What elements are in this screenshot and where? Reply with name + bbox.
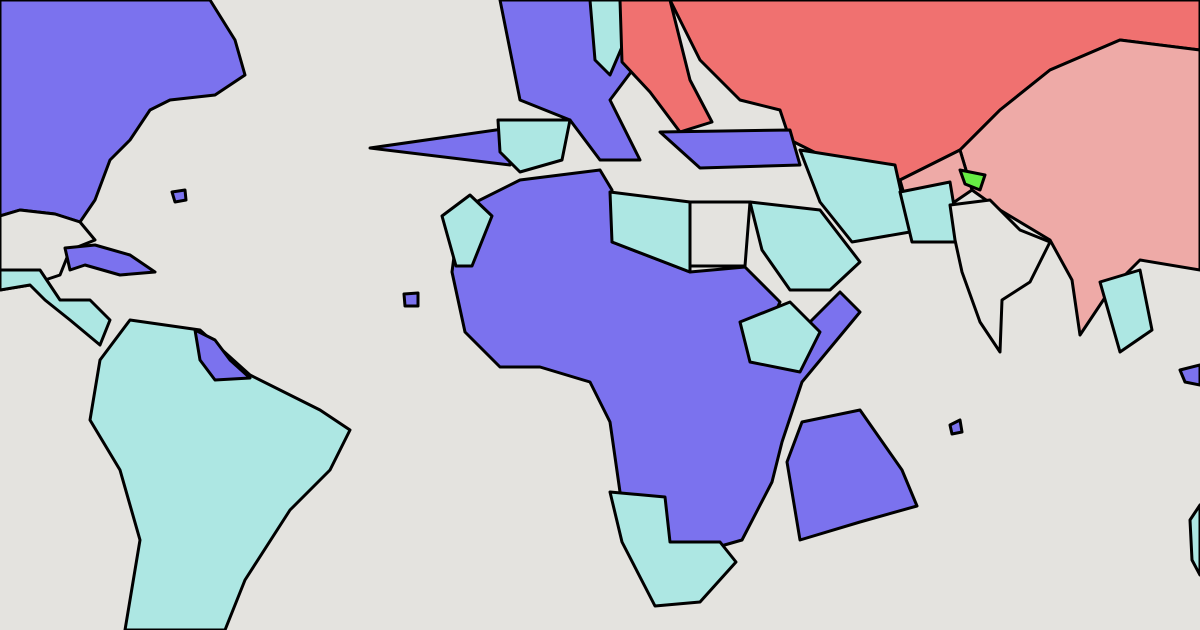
iberia — [496, 118, 572, 174]
turkey — [658, 128, 802, 170]
scandinavia — [588, 0, 627, 77]
south-america — [88, 318, 352, 630]
venezuela-guyana — [193, 328, 252, 382]
island — [170, 188, 188, 204]
nepal — [958, 168, 987, 192]
madagascar — [785, 408, 919, 542]
island — [402, 291, 420, 308]
china — [958, 38, 1200, 337]
western-sahara — [440, 193, 494, 268]
india — [948, 198, 1052, 354]
libya — [608, 190, 692, 274]
eastern-europe — [618, 0, 714, 134]
island — [1178, 363, 1200, 387]
iran — [798, 148, 912, 244]
arabia — [748, 200, 862, 292]
egypt — [688, 200, 752, 268]
cuba — [63, 243, 157, 277]
ethiopia — [738, 300, 822, 374]
southeast-asia — [1098, 268, 1154, 354]
island — [948, 418, 964, 436]
central-america — [0, 268, 112, 347]
southern-africa — [608, 490, 738, 608]
island — [1188, 503, 1200, 577]
